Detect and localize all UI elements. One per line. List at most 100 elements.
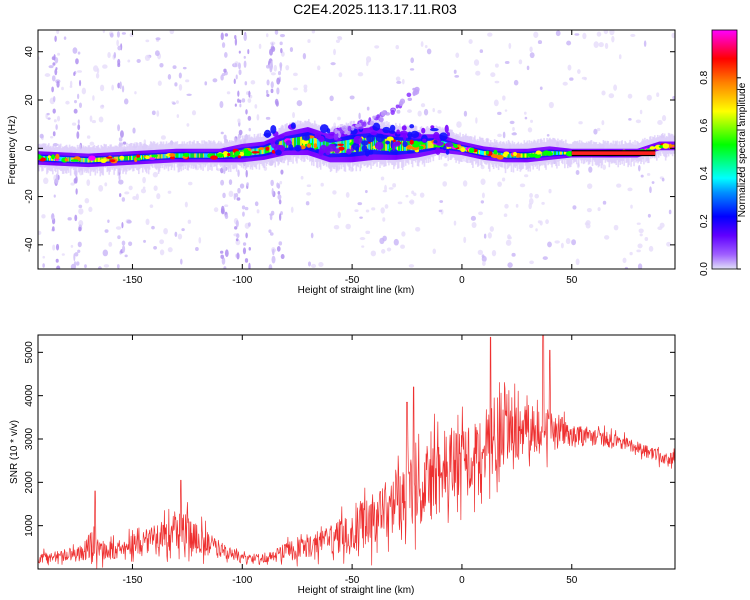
heat-speckle [640, 174, 644, 178]
heat-blob [442, 145, 447, 151]
heat-speckle [489, 226, 494, 232]
heat-speckle [554, 240, 560, 244]
heat-speckle [643, 40, 647, 47]
heat-speckle [639, 233, 643, 237]
heat-cell [162, 154, 165, 159]
heat-speckle [75, 261, 80, 266]
heat-cell [198, 153, 200, 158]
snr-y-tick-label: 5000 [24, 341, 35, 364]
heat-cell [349, 139, 352, 153]
heat-speckle [463, 110, 468, 117]
heat-cell [478, 149, 480, 155]
heat-cell [480, 150, 482, 155]
spectrogram-x-tick-label: -150 [122, 275, 142, 286]
heat-speckle [501, 177, 506, 182]
heat-speckle [497, 133, 502, 138]
heat-cell [133, 155, 135, 161]
heat-speckle [523, 111, 527, 115]
heat-cell [205, 153, 207, 158]
heat-speckle [61, 86, 64, 91]
heat-speckle [204, 81, 208, 86]
heat-speckle [254, 201, 259, 207]
spectrogram-y-label: Frequency (Hz) [7, 116, 18, 185]
heat-speckle [69, 80, 73, 87]
heat-cell [299, 136, 301, 147]
heat-speckle [224, 249, 229, 257]
heat-speckle [601, 90, 606, 96]
heat-speckle [77, 119, 80, 125]
heat-cell [87, 158, 90, 163]
heat-speckle [596, 31, 602, 37]
heat-streak [334, 132, 339, 138]
heat-speckle [338, 72, 343, 78]
heat-hotspot [418, 145, 424, 150]
heat-speckle [278, 199, 282, 205]
heat-hotspot [406, 145, 413, 150]
heat-speckle [668, 209, 672, 215]
heat-speckle [242, 211, 245, 217]
heat-speckle [487, 232, 492, 239]
heat-speckle [504, 203, 509, 209]
heat-speckle [318, 261, 324, 267]
heat-cell [194, 153, 196, 158]
heat-cell [562, 151, 564, 155]
snr-y-tick-label: 1000 [24, 514, 35, 537]
heat-speckle [98, 184, 104, 192]
heat-speckle [382, 217, 386, 222]
heat-speckle [646, 94, 652, 101]
heat-speckle [337, 211, 341, 219]
heat-speckle [236, 252, 240, 260]
heat-speckle [494, 63, 499, 68]
heat-speckle [63, 36, 67, 40]
heat-speckle [121, 245, 126, 253]
heat-speckle [152, 171, 159, 178]
heat-speckle [365, 230, 371, 235]
heat-cell [520, 153, 523, 158]
heat-cell [427, 140, 430, 149]
heat-hotspot [227, 152, 231, 157]
heat-hotspot [100, 158, 107, 164]
heat-speckle [244, 206, 249, 211]
heat-hotspot [210, 155, 218, 160]
heat-hotspot [409, 139, 414, 145]
heat-speckle [601, 120, 605, 126]
heat-speckle [311, 263, 317, 269]
heat-speckle [121, 240, 126, 246]
heat-cell [80, 157, 83, 163]
snr-x-ticks: -150 -100 -50 0 50 [122, 335, 578, 586]
heat-cell [47, 156, 49, 161]
heat-cell [58, 156, 61, 162]
heat-speckle [245, 109, 248, 115]
heat-speckle [239, 183, 245, 189]
heat-speckle [602, 200, 607, 205]
heat-cell [196, 153, 198, 158]
heat-hotspot [55, 153, 60, 160]
colorbar-ticks: 0.0 0.2 0.4 0.6 0.8 [699, 70, 741, 276]
heat-speckle [569, 77, 574, 81]
heat-blob [402, 141, 408, 148]
heat-cell [164, 153, 167, 159]
heat-hotspot [649, 146, 656, 150]
heat-cell [345, 140, 348, 153]
heat-speckle [588, 166, 593, 173]
heat-cell [149, 154, 152, 160]
heat-cell [295, 137, 297, 148]
heat-speckle [511, 132, 518, 136]
heat-cell [389, 139, 391, 151]
heat-hotspot [222, 151, 229, 157]
heat-speckle [247, 98, 252, 103]
heat-speckle [571, 239, 577, 246]
heat-cell [270, 144, 273, 152]
heat-speckle [226, 91, 231, 95]
heat-cell [317, 139, 320, 150]
heat-speckle [473, 59, 480, 66]
snr-x-label: Height of straight line (km) [298, 585, 415, 596]
heat-speckle [248, 247, 251, 251]
heat-speckle [245, 232, 248, 239]
heat-speckle [99, 104, 105, 109]
heat-streak [395, 104, 399, 109]
heat-speckle [102, 64, 108, 69]
heat-blob [433, 131, 440, 141]
heat-speckle [57, 52, 61, 56]
heat-cell [370, 137, 372, 151]
